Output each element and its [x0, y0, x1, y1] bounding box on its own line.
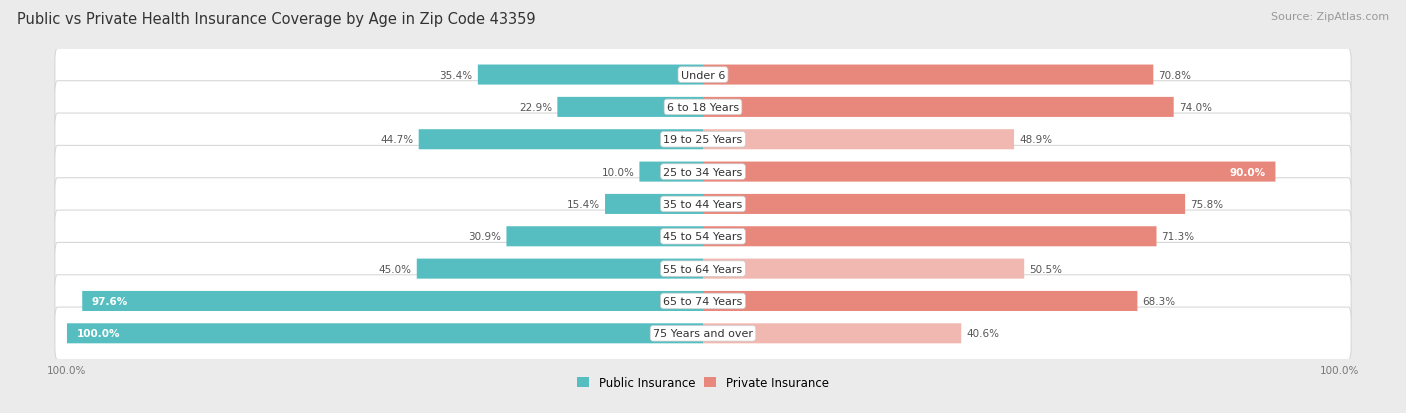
Text: 6 to 18 Years: 6 to 18 Years	[666, 103, 740, 113]
Text: 50.5%: 50.5%	[1029, 264, 1063, 274]
FancyBboxPatch shape	[55, 178, 1351, 230]
FancyBboxPatch shape	[506, 227, 703, 247]
FancyBboxPatch shape	[55, 243, 1351, 295]
FancyBboxPatch shape	[55, 146, 1351, 198]
Legend: Public Insurance, Private Insurance: Public Insurance, Private Insurance	[572, 371, 834, 394]
Text: 75.8%: 75.8%	[1191, 199, 1223, 209]
Text: 35 to 44 Years: 35 to 44 Years	[664, 199, 742, 209]
FancyBboxPatch shape	[703, 97, 1174, 118]
Text: 19 to 25 Years: 19 to 25 Years	[664, 135, 742, 145]
FancyBboxPatch shape	[703, 323, 962, 344]
Text: 48.9%: 48.9%	[1019, 135, 1052, 145]
Text: 22.9%: 22.9%	[519, 103, 553, 113]
FancyBboxPatch shape	[55, 81, 1351, 134]
Text: 10.0%: 10.0%	[602, 167, 634, 177]
FancyBboxPatch shape	[55, 275, 1351, 328]
Text: 75 Years and over: 75 Years and over	[652, 328, 754, 339]
Text: 40.6%: 40.6%	[966, 328, 1000, 339]
Text: 25 to 34 Years: 25 to 34 Years	[664, 167, 742, 177]
Text: 30.9%: 30.9%	[468, 232, 502, 242]
Text: 65 to 74 Years: 65 to 74 Years	[664, 296, 742, 306]
Text: Public vs Private Health Insurance Coverage by Age in Zip Code 43359: Public vs Private Health Insurance Cover…	[17, 12, 536, 27]
Text: 45.0%: 45.0%	[378, 264, 412, 274]
FancyBboxPatch shape	[416, 259, 703, 279]
Text: 90.0%: 90.0%	[1230, 167, 1265, 177]
Text: 74.0%: 74.0%	[1178, 103, 1212, 113]
Text: 15.4%: 15.4%	[567, 199, 600, 209]
Text: 55 to 64 Years: 55 to 64 Years	[664, 264, 742, 274]
FancyBboxPatch shape	[605, 195, 703, 214]
FancyBboxPatch shape	[419, 130, 703, 150]
Text: 68.3%: 68.3%	[1143, 296, 1175, 306]
Text: 35.4%: 35.4%	[440, 70, 472, 81]
Text: Source: ZipAtlas.com: Source: ZipAtlas.com	[1271, 12, 1389, 22]
FancyBboxPatch shape	[55, 211, 1351, 263]
Text: 100.0%: 100.0%	[76, 328, 120, 339]
FancyBboxPatch shape	[640, 162, 703, 182]
FancyBboxPatch shape	[703, 130, 1014, 150]
Text: 45 to 54 Years: 45 to 54 Years	[664, 232, 742, 242]
FancyBboxPatch shape	[703, 195, 1185, 214]
FancyBboxPatch shape	[67, 323, 703, 344]
FancyBboxPatch shape	[703, 65, 1153, 85]
Text: 71.3%: 71.3%	[1161, 232, 1195, 242]
Text: 70.8%: 70.8%	[1159, 70, 1191, 81]
FancyBboxPatch shape	[55, 307, 1351, 360]
Text: 97.6%: 97.6%	[91, 296, 128, 306]
FancyBboxPatch shape	[55, 114, 1351, 166]
FancyBboxPatch shape	[82, 291, 703, 311]
Text: 44.7%: 44.7%	[381, 135, 413, 145]
FancyBboxPatch shape	[703, 227, 1157, 247]
FancyBboxPatch shape	[55, 49, 1351, 102]
FancyBboxPatch shape	[703, 162, 1275, 182]
FancyBboxPatch shape	[557, 97, 703, 118]
FancyBboxPatch shape	[478, 65, 703, 85]
FancyBboxPatch shape	[703, 259, 1024, 279]
FancyBboxPatch shape	[703, 291, 1137, 311]
Text: Under 6: Under 6	[681, 70, 725, 81]
